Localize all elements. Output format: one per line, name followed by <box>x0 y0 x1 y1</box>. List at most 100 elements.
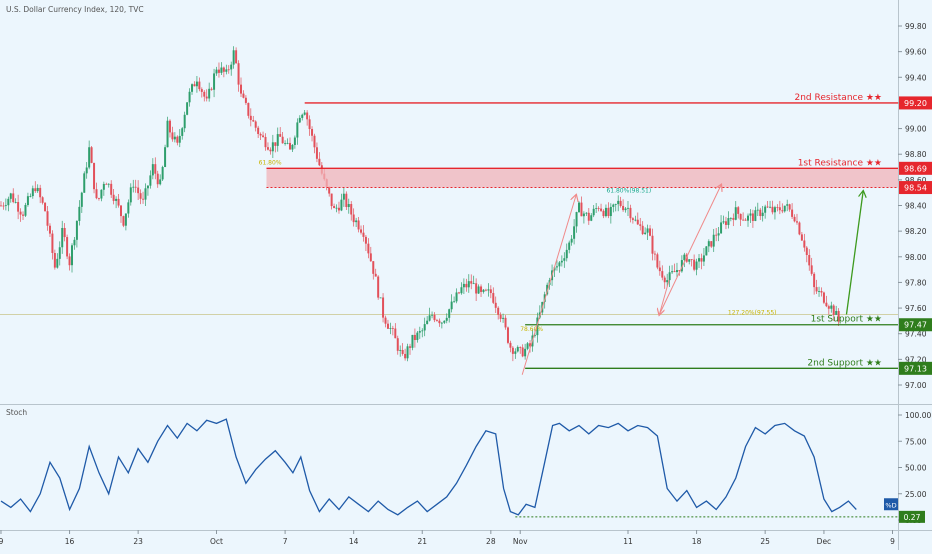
candle-body <box>443 320 446 323</box>
candle-body <box>173 136 176 140</box>
candle-body <box>529 343 532 347</box>
time-tick-label: 16 <box>65 537 75 546</box>
candle-body <box>472 283 475 285</box>
candle-body <box>281 136 284 144</box>
candle-body <box>619 200 622 206</box>
candle-body <box>225 69 228 72</box>
candle-body <box>315 147 318 159</box>
candle-body <box>742 219 745 221</box>
candle-body <box>764 206 767 213</box>
candle-body <box>107 183 110 185</box>
candle-body <box>705 246 708 256</box>
candle-body <box>698 258 701 262</box>
projection-arrow-1 <box>658 185 721 315</box>
candle-body <box>68 256 71 266</box>
candle-body <box>71 245 74 266</box>
candle-body <box>808 255 811 266</box>
candle-body <box>382 297 385 318</box>
candle-body <box>203 91 206 97</box>
candle-body <box>291 144 294 150</box>
candle-body <box>364 236 367 244</box>
level-label-1: 1st Resistance ★★ <box>798 158 882 168</box>
candle-body <box>492 293 495 303</box>
price-tick-label: 97.80 <box>905 278 927 287</box>
candle-body <box>222 67 225 72</box>
candle-body <box>497 307 500 315</box>
candle-body <box>484 289 487 291</box>
candle-body <box>301 114 304 118</box>
candle-body <box>183 114 186 129</box>
candle-body <box>293 137 296 145</box>
candle-body <box>651 235 654 254</box>
candle-body <box>333 206 336 209</box>
candle-body <box>80 192 83 207</box>
candle-body <box>575 212 578 227</box>
price-tick-label: 97.20 <box>905 355 927 364</box>
candle-body <box>781 210 784 212</box>
candle-body <box>63 227 66 238</box>
candle-body <box>631 218 634 220</box>
candle-body <box>159 179 162 185</box>
candle-body <box>374 273 377 277</box>
price-tick-label: 99.00 <box>905 125 927 134</box>
candle-body <box>213 73 216 90</box>
candle-body <box>700 258 703 262</box>
candle-body <box>592 208 595 216</box>
candle-body <box>235 50 238 64</box>
candle-body <box>188 91 191 103</box>
candle-body <box>565 249 568 259</box>
candle-body <box>362 232 365 237</box>
candle-body <box>29 196 32 197</box>
candle-body <box>93 162 96 190</box>
time-tick-label: 7 <box>283 537 288 546</box>
candle-body <box>102 183 105 190</box>
candle-body <box>607 207 610 217</box>
candle-body <box>342 193 345 200</box>
price-tick-label: 97.40 <box>905 330 927 339</box>
time-tick-label: 11 <box>623 537 633 546</box>
candle-body <box>134 186 137 188</box>
candle-body <box>200 89 203 92</box>
candle-body <box>372 261 375 274</box>
candle-body <box>389 328 392 329</box>
candle-body <box>195 81 198 87</box>
price-tick-label: 99.40 <box>905 73 927 82</box>
candle-body <box>578 202 581 213</box>
candle-body <box>707 241 710 247</box>
candle-body <box>22 214 25 216</box>
candle-body <box>12 193 15 203</box>
candle-body <box>455 292 458 302</box>
candle-body <box>409 346 412 348</box>
candle-body <box>193 84 196 87</box>
candle-body <box>509 342 512 348</box>
candle-body <box>75 220 78 240</box>
price-tag-bg-1 <box>899 161 932 175</box>
projection-arrow-3 <box>845 191 863 315</box>
candle-body <box>800 234 803 241</box>
candle-body <box>252 120 255 122</box>
candle-body <box>756 209 759 211</box>
candle-body <box>749 213 752 216</box>
candle-body <box>404 353 407 359</box>
candle-body <box>53 252 56 268</box>
candle-body <box>181 128 184 136</box>
candle-body <box>2 205 5 207</box>
candle-body <box>644 232 647 235</box>
candle-body <box>585 212 588 214</box>
candle-body <box>396 338 399 351</box>
candle-body <box>262 135 265 137</box>
candle-body <box>391 328 394 329</box>
candle-body <box>117 198 120 206</box>
price-tick-label: 98.60 <box>905 176 927 185</box>
candle-body <box>776 207 779 209</box>
candle-body <box>724 221 727 225</box>
candle-body <box>825 302 828 307</box>
time-tick-label: 14 <box>349 537 359 546</box>
stoch-tick-label: 75.00 <box>905 437 927 446</box>
candle-body <box>56 258 59 268</box>
candle-body <box>773 207 776 213</box>
candle-body <box>230 64 233 70</box>
candle-body <box>360 229 363 233</box>
candle-body <box>629 207 632 219</box>
